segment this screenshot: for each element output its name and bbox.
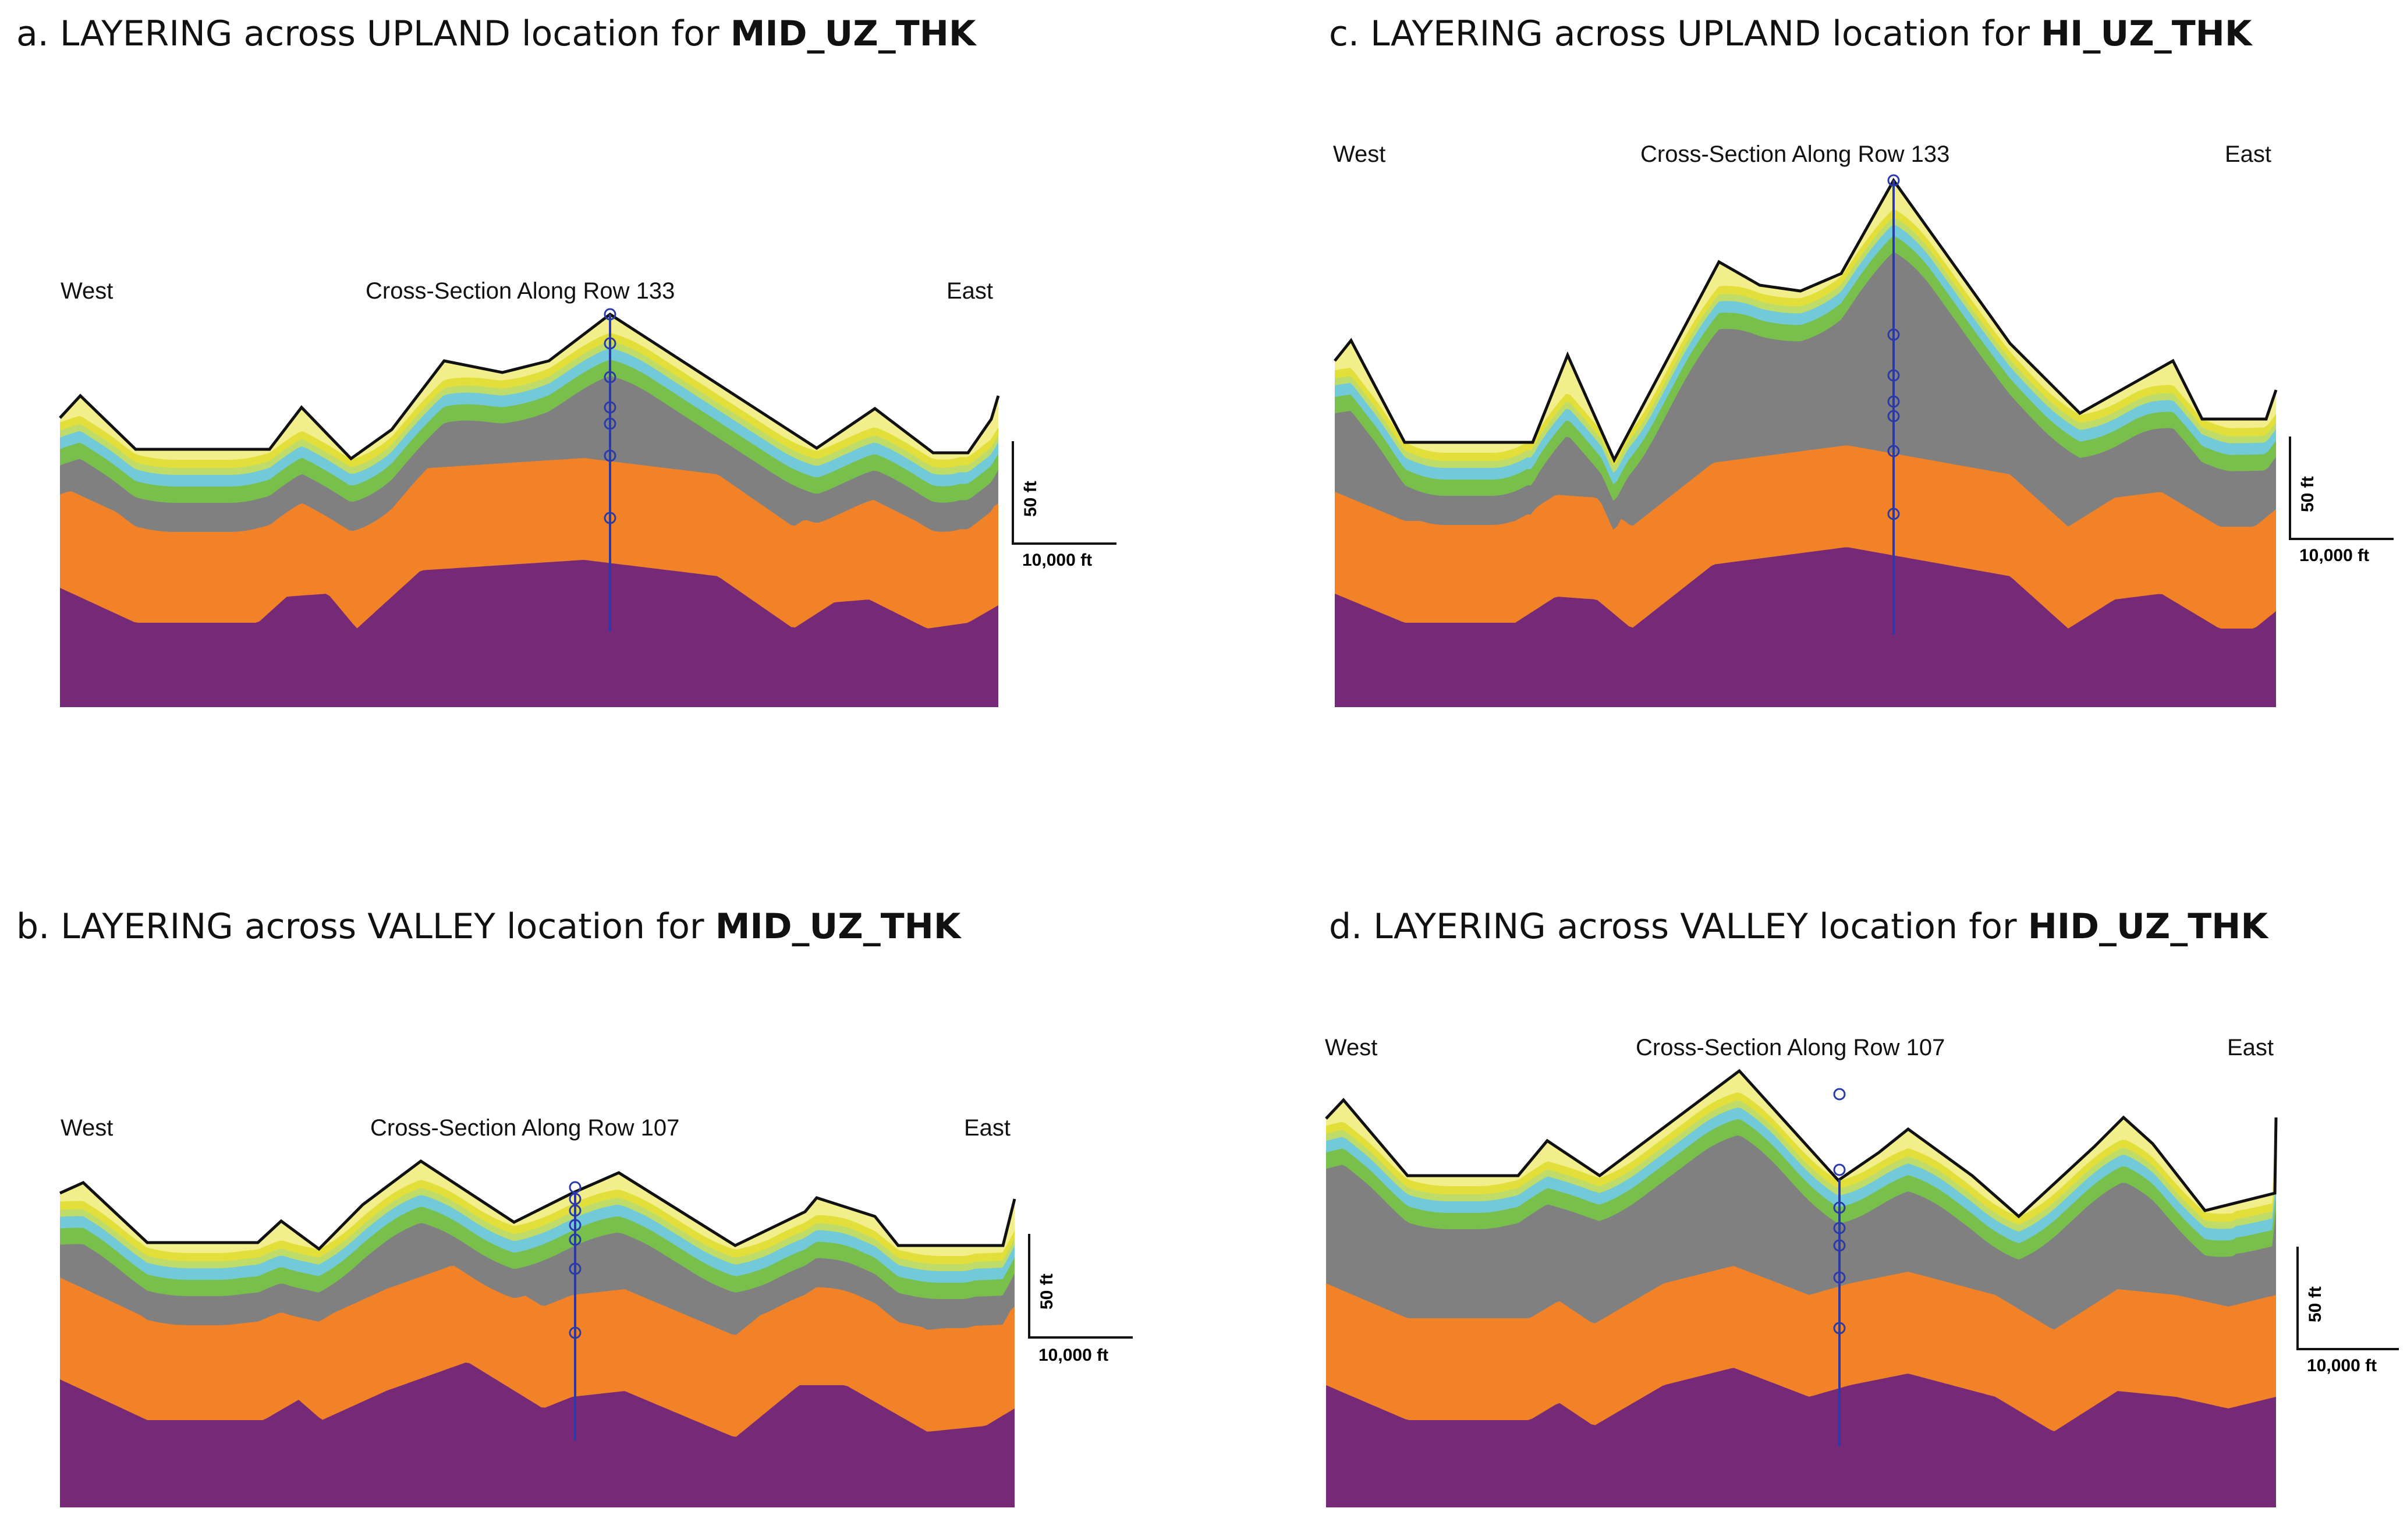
panel-d-well-screen-4 [1833, 1239, 1846, 1252]
panel-b-well-screen-3 [569, 1219, 582, 1232]
panel-c-well-screen-2 [1887, 369, 1900, 382]
section-title-panel-c: Cross-Section Along Row 133 [1640, 141, 1950, 167]
panel-d-layer-7 [1326, 1368, 2276, 1507]
west-label-panel-d: West [1325, 1035, 1378, 1060]
panel-c-well-screen-5 [1887, 445, 1900, 457]
east-label-panel-d: East [2227, 1035, 2274, 1060]
scale-horizontal-label-b: 10,000 ft [1038, 1346, 1109, 1365]
scale-bar-panel-c: 50 ft 10,000 ft [2289, 437, 2399, 570]
panel-b-well-screen-5 [569, 1262, 582, 1275]
cross-section-panel-d [1325, 1069, 2278, 1507]
panel-c-well-screen-0 [1887, 174, 1900, 187]
section-title-panel-a: Cross-Section Along Row 133 [366, 278, 675, 304]
east-label-panel-c: East [2225, 141, 2272, 167]
panel-c-ground-surface [1334, 178, 2278, 463]
panel-a-ground-surface [59, 312, 1000, 461]
cross-section-panel-b [59, 1159, 1016, 1507]
caption-panel-d-prefix: d. LAYERING across VALLEY location for [1329, 906, 2028, 947]
cross-section-panel-a [59, 308, 1000, 707]
east-label-panel-b: East [964, 1115, 1011, 1141]
caption-panel-c-prefix: c. LAYERING across UPLAND location for [1329, 13, 2041, 54]
panel-a-well-screen-1 [604, 337, 616, 350]
panel-a-well-screen-4 [604, 417, 616, 430]
panel-a-well-screen-2 [604, 371, 616, 384]
panel-d-well-screen-1 [1833, 1163, 1846, 1176]
panel-b-well-screen-1 [569, 1193, 582, 1205]
panel-d-well-screen-3 [1833, 1222, 1846, 1234]
panel-c-well-screen-6 [1887, 508, 1900, 520]
panel-c-well-screen-3 [1887, 395, 1900, 408]
east-label-panel-a: East [947, 278, 994, 304]
scale-vertical-label-b: 50 ft [1037, 1273, 1057, 1310]
panel-c-well-screen-4 [1887, 410, 1900, 423]
scale-bar-panel-d: 50 ft 10,000 ft [2296, 1247, 2407, 1381]
scale-vertical-label-a: 50 ft [1021, 481, 1040, 517]
panel-a-well-screen-3 [604, 401, 616, 414]
panel-b-well-screen-6 [569, 1326, 582, 1339]
scale-horizontal-label-a: 10,000 ft [1022, 551, 1093, 570]
panel-b-layer-7 [60, 1362, 1015, 1507]
panel-b-well-screen-4 [569, 1233, 582, 1246]
caption-panel-b-prefix: b. LAYERING across VALLEY location for [16, 906, 715, 947]
scale-horizontal-label-c: 10,000 ft [2299, 546, 2370, 565]
scale-horizontal-label-d: 10,000 ft [2307, 1356, 2377, 1375]
panel-d-well-screen-0 [1833, 1088, 1846, 1101]
cross-section-panel-c [1334, 174, 2278, 707]
caption-panel-b-model: MID_UZ_THK [715, 906, 961, 947]
section-title-panel-b: Cross-Section Along Row 107 [370, 1115, 680, 1141]
panel-a-layer-7 [60, 560, 998, 707]
west-label-panel-c: West [1333, 141, 1386, 167]
caption-panel-d-model: HID_UZ_THK [2027, 906, 2268, 947]
panel-b-well-screen-0 [569, 1181, 582, 1194]
scale-vertical-label-d: 50 ft [2306, 1286, 2325, 1322]
panel-c-well-screen-1 [1887, 328, 1900, 341]
panel-c-layer-7 [1335, 547, 2276, 707]
panel-b-well-screen-2 [569, 1204, 582, 1217]
caption-panel-c-model: HI_UZ_THK [2040, 13, 2252, 54]
panel-d-well-screen-2 [1833, 1201, 1846, 1214]
west-label-panel-b: West [61, 1115, 114, 1141]
caption-panel-a-prefix: a. LAYERING across UPLAND location for [16, 13, 731, 54]
caption-panel-d: d. LAYERING across VALLEY location for H… [1329, 909, 2268, 944]
caption-panel-a-model: MID_UZ_THK [730, 13, 976, 54]
panel-d-well-screen-6 [1833, 1322, 1846, 1335]
caption-panel-b: b. LAYERING across VALLEY location for M… [16, 909, 960, 944]
panel-a-well-screen-6 [604, 512, 616, 524]
scale-bar-panel-b: 50 ft 10,000 ft [1028, 1234, 1139, 1368]
panel-a-well-screen-5 [604, 449, 616, 462]
panel-a-well-screen-0 [604, 308, 616, 321]
panel-d-well-screen-5 [1833, 1271, 1846, 1284]
caption-panel-c: c. LAYERING across UPLAND location for H… [1329, 16, 2252, 51]
panel-d-ground-surface [1325, 1069, 2278, 1219]
west-label-panel-a: West [61, 278, 114, 304]
scale-vertical-label-c: 50 ft [2298, 476, 2317, 512]
panel-b-ground-surface [59, 1159, 1016, 1251]
caption-panel-a: a. LAYERING across UPLAND location for M… [16, 16, 976, 51]
scale-bar-panel-a: 50 ft 10,000 ft [1012, 441, 1122, 575]
section-title-panel-d: Cross-Section Along Row 107 [1636, 1035, 1945, 1060]
